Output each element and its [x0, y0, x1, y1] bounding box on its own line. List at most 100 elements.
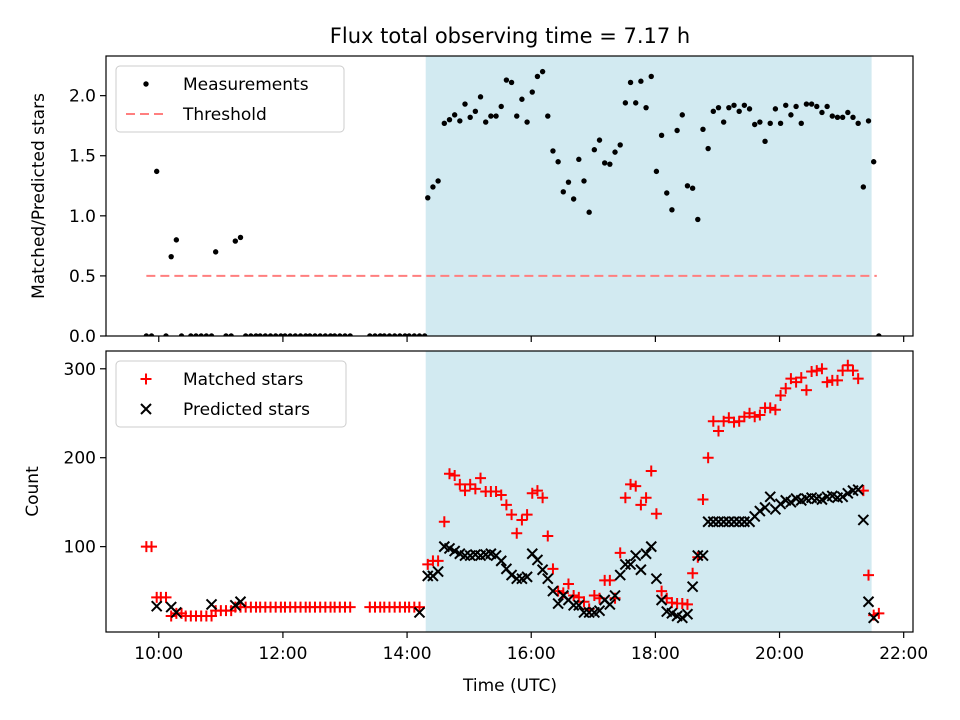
measurement-point — [483, 119, 489, 125]
measurement-point — [581, 178, 587, 184]
measurement-point — [612, 149, 618, 155]
measurement-point — [514, 113, 520, 119]
measurement-point — [576, 156, 582, 163]
measurement-point — [757, 119, 763, 125]
measurement-point — [524, 119, 530, 125]
matched-star-point — [831, 374, 843, 386]
measurement-point — [855, 120, 861, 126]
measurement-point — [451, 112, 458, 118]
measurement-point — [545, 113, 551, 119]
measurement-point — [327, 333, 334, 336]
matched-star-point — [821, 376, 833, 388]
matched-star-point — [475, 472, 487, 484]
matched-star-point — [614, 547, 626, 559]
axes-frame — [105, 55, 914, 337]
measurement-point — [596, 137, 603, 143]
predicted-star-point — [604, 598, 616, 611]
predicted-star-point — [609, 589, 621, 602]
legend-box — [115, 360, 347, 428]
measurement-point — [798, 120, 804, 126]
predicted-star-point — [754, 505, 766, 517]
measurement-point — [689, 185, 696, 191]
measurement-point — [819, 109, 825, 116]
legend-entry-label: Threshold — [182, 105, 267, 125]
data-marks — [140, 359, 885, 624]
measurement-point — [421, 333, 428, 336]
matched-star-point — [630, 480, 642, 492]
predicted-star-point — [857, 514, 870, 526]
predicted-star-point — [234, 596, 247, 608]
predicted-star-point — [862, 596, 875, 608]
measurement-point — [248, 333, 254, 336]
matched-star-point — [506, 509, 518, 521]
matched-star-point — [811, 365, 823, 377]
predicted-star-point — [422, 570, 434, 582]
measurement-point — [267, 333, 274, 336]
measurement-point — [824, 103, 830, 110]
measurement-point — [710, 108, 717, 114]
measurement-point — [228, 333, 234, 336]
legend-entry-label: Measurements — [183, 75, 309, 95]
predicted-star-point — [738, 516, 751, 528]
measurement-point — [736, 108, 742, 114]
predicted-star-point — [583, 606, 595, 619]
y-tick-label: 300 — [64, 360, 96, 380]
measurement-point — [262, 333, 269, 336]
predicted-star-point — [836, 491, 849, 503]
predicted-star-point — [619, 558, 632, 571]
measurement-point — [705, 145, 711, 152]
measurement-point — [272, 333, 279, 336]
x-tick-label: 20:00 — [755, 644, 804, 664]
measurement-point — [237, 234, 244, 241]
measurement-point — [212, 249, 219, 255]
series-predicted-stars — [150, 484, 880, 624]
matched-star-point — [146, 541, 158, 553]
predicted-star-point — [686, 580, 699, 593]
predicted-star-point — [702, 516, 714, 528]
predicted-star-point — [635, 564, 647, 576]
measurement-point — [411, 333, 418, 336]
measurement-point — [312, 333, 318, 336]
measurement-point — [416, 333, 423, 336]
legend-predicted-marker — [140, 403, 152, 415]
predicted-star-point — [697, 549, 709, 562]
measurement-point — [188, 333, 194, 336]
matched-star-point — [754, 409, 766, 421]
measurement-point — [622, 100, 629, 106]
matched-star-point — [863, 569, 875, 581]
measurement-point — [617, 142, 623, 148]
measurement-point — [493, 113, 499, 119]
matched-star-point — [816, 363, 828, 375]
matched-star-point — [542, 530, 554, 542]
predicted-star-point — [413, 606, 426, 619]
measurement-point — [684, 183, 691, 189]
predicted-star-point — [723, 516, 735, 528]
measurement-point — [772, 106, 779, 112]
matched-star-point — [511, 527, 523, 539]
predicted-star-point — [676, 612, 688, 624]
measurement-point — [539, 68, 546, 75]
measurement-point — [638, 78, 644, 84]
measurement-point — [648, 73, 654, 80]
measurement-point — [560, 189, 566, 195]
axes-frame — [105, 350, 914, 633]
measurement-point — [193, 333, 199, 336]
measurement-point — [658, 132, 665, 139]
measurement-point — [477, 94, 484, 100]
y-tick-label: 200 — [64, 449, 96, 469]
matched-star-point — [547, 563, 559, 575]
measurement-point — [529, 89, 535, 95]
legend-matched-marker — [140, 373, 152, 385]
measurement-point — [746, 106, 753, 112]
matched-star-point — [413, 601, 425, 613]
matched-star-point — [604, 574, 616, 586]
predicted-star-point — [578, 606, 590, 619]
y-tick-label: 0.0 — [69, 327, 96, 347]
predicted-star-point — [717, 516, 730, 528]
measurement-point — [695, 216, 701, 223]
matched-star-point — [469, 483, 481, 495]
matched-star-point — [800, 384, 812, 396]
matched-star-point — [495, 489, 507, 501]
y-tick-label: 1.0 — [69, 207, 96, 227]
